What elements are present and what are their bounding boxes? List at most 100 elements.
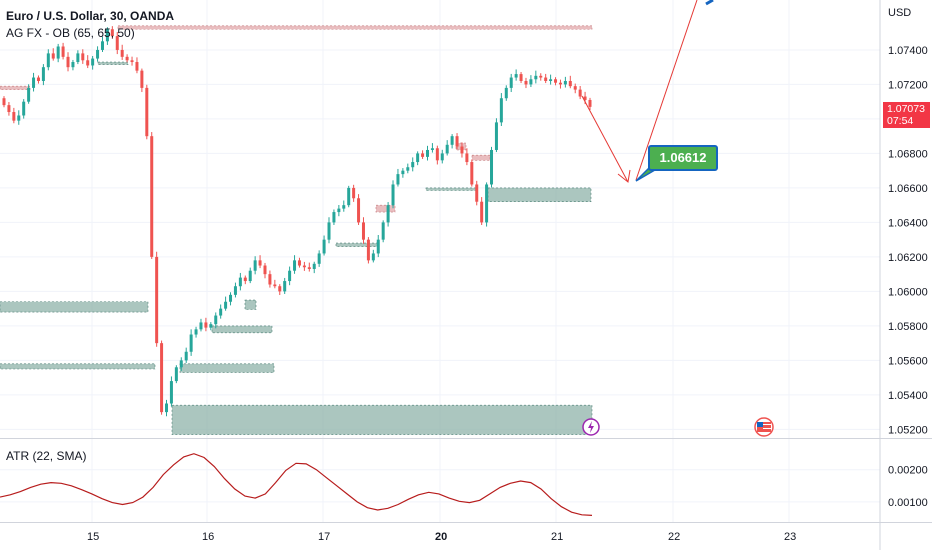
candle-body <box>81 53 85 61</box>
candle-body <box>219 308 223 316</box>
y-tick-label: 1.06800 <box>888 148 928 160</box>
candle-body <box>189 334 193 352</box>
candle-body <box>233 286 237 295</box>
candle-body <box>91 58 95 66</box>
candle-body <box>529 79 533 85</box>
candle-body <box>391 184 395 206</box>
candle-body <box>361 222 365 240</box>
y-tick-label: 1.05800 <box>888 321 928 333</box>
candle-body <box>2 98 6 106</box>
candle-body <box>174 367 178 382</box>
candle-body <box>263 265 267 275</box>
y-tick-label: 1.05200 <box>888 424 928 436</box>
candle-body <box>583 96 587 100</box>
candle-body <box>130 60 134 63</box>
candle-body <box>322 239 326 254</box>
candle-body <box>36 77 40 81</box>
candle-body <box>160 343 164 413</box>
x-tick-label: 21 <box>551 531 563 543</box>
y-tick-label: 1.06600 <box>888 183 928 195</box>
candle-body <box>573 86 577 90</box>
candle-body <box>554 79 558 83</box>
candle-body <box>17 115 21 121</box>
candle-body <box>342 205 346 209</box>
down-arrow-line <box>581 95 629 183</box>
candle-body <box>499 98 503 123</box>
candle-body <box>386 205 390 223</box>
candle-body <box>440 153 444 161</box>
candle-body <box>253 260 257 271</box>
x-tick-label: 23 <box>784 531 796 543</box>
candle-body <box>76 53 80 63</box>
candle-body <box>352 187 356 199</box>
bull-order-block <box>425 187 477 191</box>
x-tick-label: 22 <box>668 531 680 543</box>
target-price-label[interactable]: 1.06612 <box>648 145 718 171</box>
candle-body <box>155 256 159 344</box>
y-tick-label: 1.06000 <box>888 286 928 298</box>
candle-body <box>544 77 548 81</box>
candle-body <box>317 253 321 264</box>
candle-body <box>278 286 282 292</box>
candle-body <box>140 70 144 88</box>
candle-body <box>490 149 494 185</box>
candle-body <box>425 149 429 157</box>
candle-body <box>165 403 169 413</box>
candle-body <box>357 198 361 223</box>
candle-body <box>396 174 400 185</box>
bar-countdown: 07:54 <box>887 115 914 127</box>
candle-body <box>258 260 262 266</box>
candle-body <box>302 265 306 268</box>
candle-body <box>430 148 434 150</box>
candle-body <box>558 82 562 85</box>
candle-body <box>504 87 508 99</box>
y-tick-label: 1.05400 <box>888 390 928 402</box>
candle-body <box>238 277 242 287</box>
bull-order-block <box>244 299 257 310</box>
atr-tick-label: 0.00200 <box>888 465 928 477</box>
candle-body <box>115 36 119 50</box>
last-price: 1.07073 <box>887 103 925 115</box>
candle-body <box>401 170 405 175</box>
candle-body <box>524 80 528 85</box>
candle-body <box>288 270 292 282</box>
candle-body <box>27 87 31 102</box>
candle-body <box>110 29 114 37</box>
candle-body <box>470 162 474 185</box>
candle-body <box>460 146 464 154</box>
candle-body <box>268 274 272 285</box>
bull-order-block <box>487 187 592 203</box>
us-flag-canton <box>757 422 763 427</box>
atr-series <box>0 453 593 516</box>
candle-body <box>229 294 233 302</box>
candle-body <box>514 74 518 78</box>
candle-body <box>105 29 109 42</box>
atr-line <box>0 453 593 516</box>
candle-body <box>22 101 26 116</box>
up-arrow-line <box>635 0 698 181</box>
bear-order-block <box>375 204 396 213</box>
candle-body <box>150 136 154 257</box>
candle-body <box>366 239 370 261</box>
candle-body <box>283 281 287 292</box>
candle-body <box>435 148 439 161</box>
candle-body <box>179 360 183 368</box>
candle-body <box>297 260 301 266</box>
x-tick-label: 16 <box>202 531 214 543</box>
symbol-title: Euro / U.S. Dollar, 30, OANDA <box>6 9 175 23</box>
candle-body <box>376 239 380 254</box>
x-tick-label: 20 <box>435 531 447 543</box>
candle-body <box>66 56 70 68</box>
candle-body <box>61 46 65 57</box>
bear-order-block <box>0 85 31 90</box>
candle-body <box>135 62 139 71</box>
candle-body <box>125 56 129 61</box>
order-block-zones <box>0 25 593 435</box>
down-arrow-head <box>617 169 631 183</box>
atr-title: ATR (22, SMA) <box>6 449 87 463</box>
event-icons[interactable] <box>582 417 774 437</box>
y-tick-label: 1.06400 <box>888 217 928 229</box>
candle-body <box>509 77 513 88</box>
candle-body <box>563 80 567 85</box>
